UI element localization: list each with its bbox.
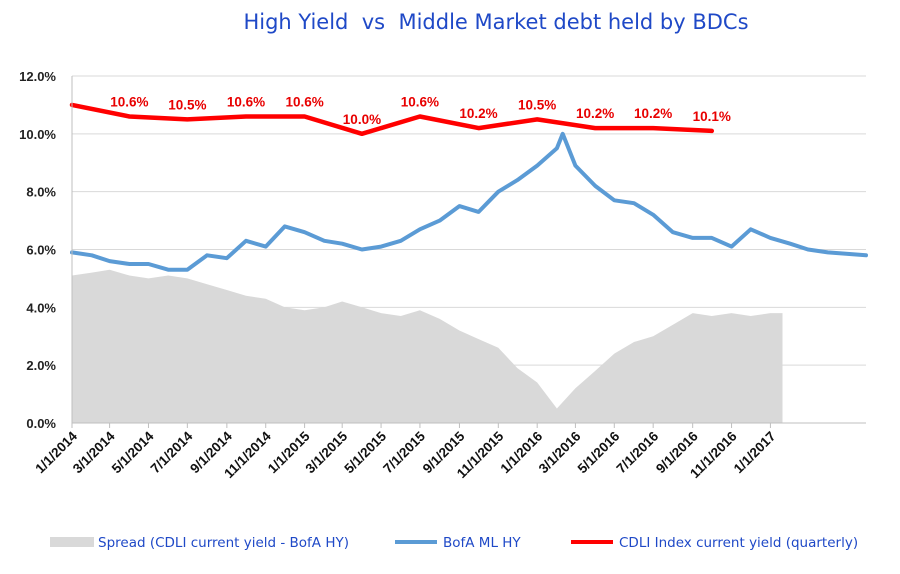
x-tick-label: 7/1/2014 xyxy=(148,428,196,476)
spread-area xyxy=(72,269,783,423)
data-label: 10.2% xyxy=(459,106,497,121)
chart-title: High Yield vs Middle Market debt held by… xyxy=(243,10,748,34)
y-tick-label: 2.0% xyxy=(26,358,56,373)
legend-label-bofa: BofA ML HY xyxy=(443,535,521,551)
y-tick-label: 6.0% xyxy=(26,243,56,258)
y-tick-label: 10.0% xyxy=(19,127,56,142)
line-series-layer xyxy=(69,102,868,272)
x-tick-label: 1/1/2017 xyxy=(731,429,779,477)
data-label: 10.5% xyxy=(168,97,206,112)
data-label: 10.5% xyxy=(518,97,556,112)
x-tick-label: 7/1/2015 xyxy=(380,428,428,476)
y-tick-label: 0.0% xyxy=(26,416,56,431)
data-label: 10.6% xyxy=(401,94,439,109)
y-tick-label: 12.0% xyxy=(19,69,56,84)
legend-label-spread: Spread (CDLI current yield - BofA HY) xyxy=(98,535,349,551)
y-tick-label: 4.0% xyxy=(26,300,56,315)
data-label: 10.6% xyxy=(110,94,148,109)
spread-area-layer xyxy=(72,269,783,423)
data-label: 10.0% xyxy=(343,112,381,127)
data-labels: 10.6% 10.5% 10.6% 10.6% 10.0% 10.6% 10.2% 10.5%… xyxy=(110,94,731,126)
y-tick-label: 8.0% xyxy=(26,185,56,200)
legend: Spread (CDLI current yield - BofA HY) Bo… xyxy=(50,535,858,551)
legend-swatch-spread xyxy=(50,537,94,547)
legend-label-cdli: CDLI Index current yield (quarterly) xyxy=(619,535,858,551)
cdli-yield-line xyxy=(69,102,715,137)
bofa-hy-line xyxy=(70,131,868,272)
data-label: 10.6% xyxy=(227,94,265,109)
data-label: 10.2% xyxy=(576,106,614,121)
data-label: 10.6% xyxy=(285,94,323,109)
data-label: 10.2% xyxy=(634,106,672,121)
x-tick-label: 7/1/2016 xyxy=(614,428,662,476)
data-label: 10.1% xyxy=(693,109,731,124)
